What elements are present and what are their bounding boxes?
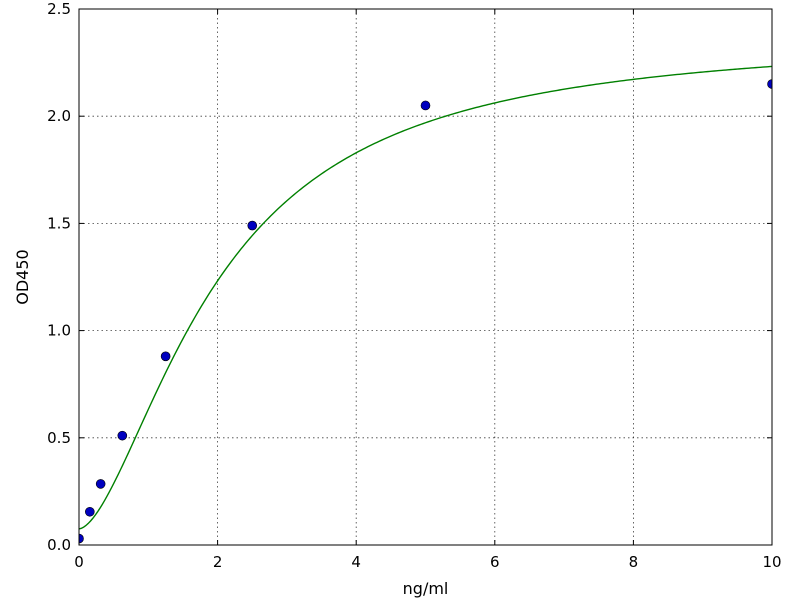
x-axis-label: ng/ml [403,579,449,598]
y-tick-label: 0.5 [47,429,71,447]
data-point [79,533,84,544]
x-tick-label: 0 [74,553,84,571]
y-axis-label: OD450 [13,249,32,304]
y-tick-label: 0.0 [47,536,71,554]
x-tick-label: 4 [351,553,361,571]
y-tick-label: 1.5 [47,214,71,232]
axis-ticks [78,8,773,546]
grid [79,9,772,545]
data-point [85,506,95,517]
y-tick-label: 2.0 [47,107,71,125]
x-tick-label: 2 [213,553,223,571]
fit-curve [78,65,773,530]
data-point [95,479,106,489]
fit-curve-layer [78,65,773,530]
data-points-layer [79,79,772,544]
plot-frame [78,8,773,546]
x-tick-label: 8 [629,553,639,571]
data-point [420,100,431,111]
data-point [247,220,258,231]
data-point [767,79,772,89]
data-point [160,351,171,362]
data-point [117,430,128,441]
x-tick-label: 6 [490,553,500,571]
y-tick-label: 1.0 [47,322,71,340]
x-tick-label: 10 [762,553,781,571]
axis-tick-labels: 0 2 4 6 8 10 0.0 0.5 1.0 1.5 2.0 2.5 [47,0,781,571]
y-tick-label: 2.5 [47,0,71,18]
